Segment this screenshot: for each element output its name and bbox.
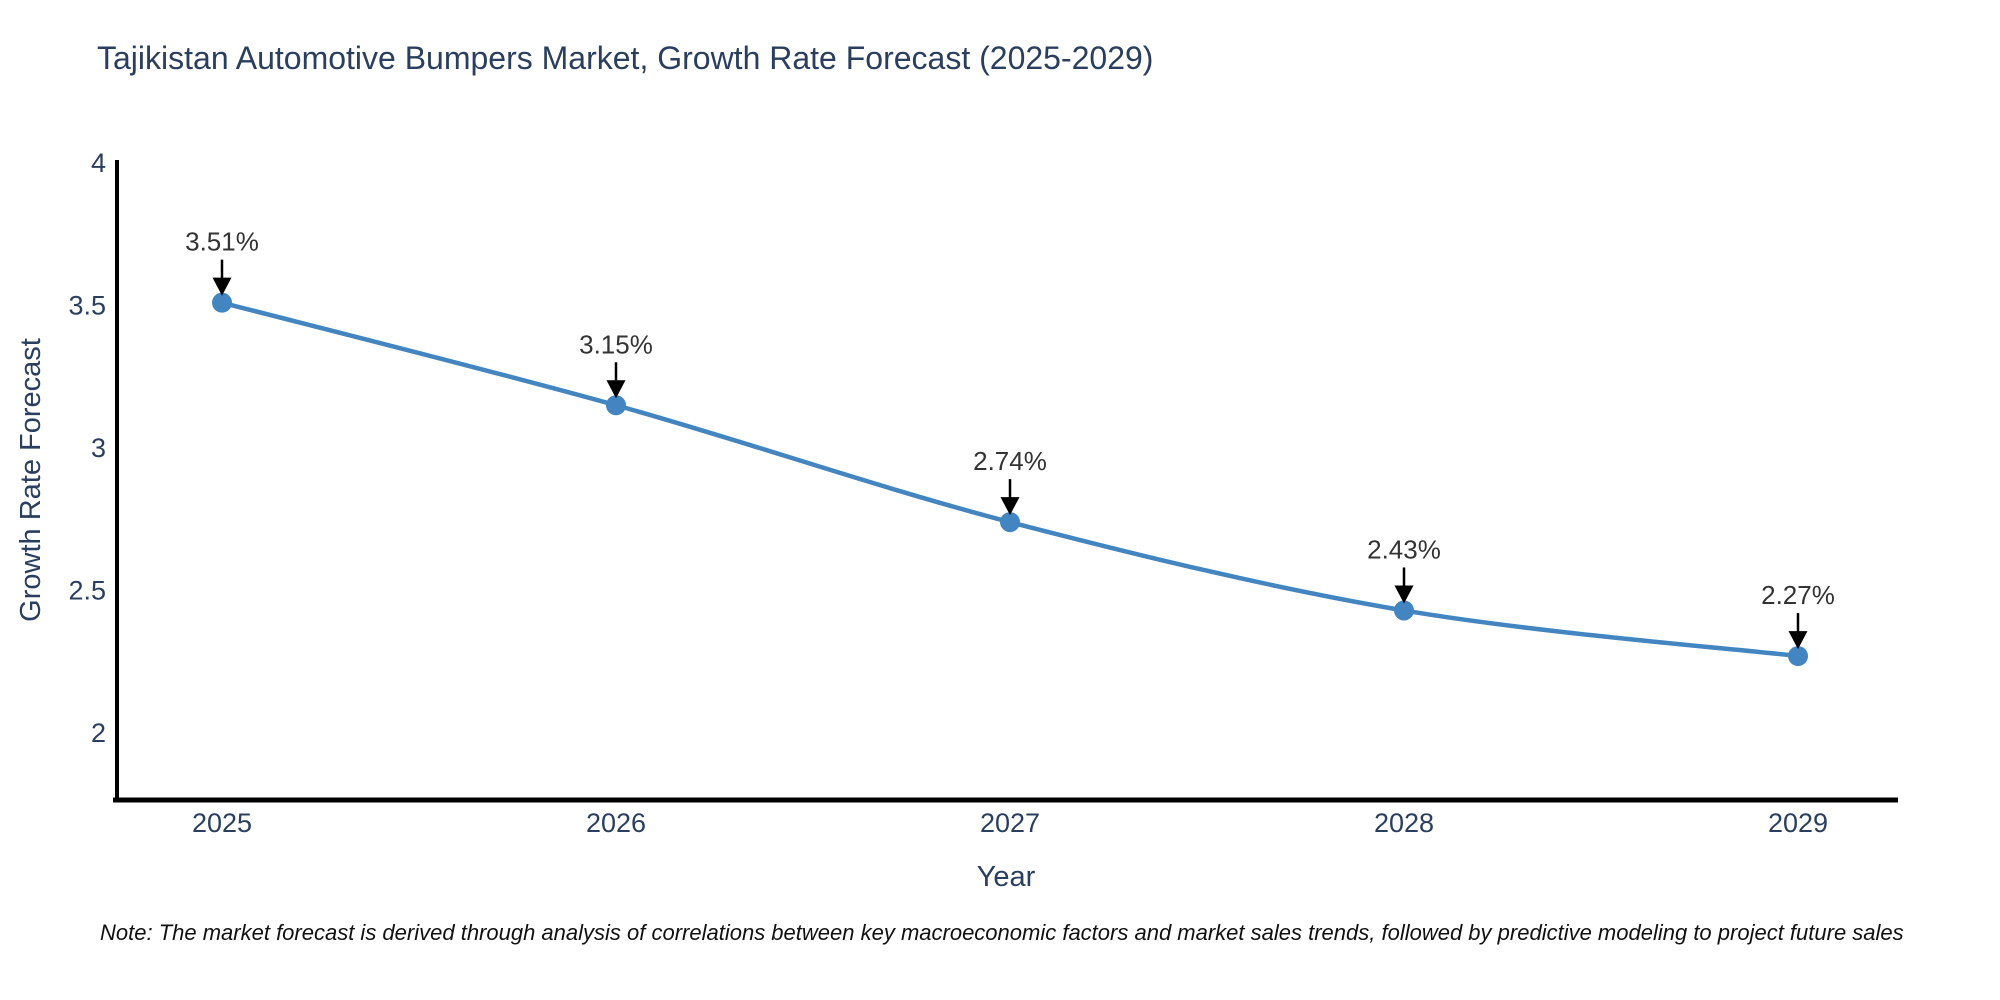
tick-labels-layer: 4 3.5 3 2.5 2 2025 2026 2027 2028 2029	[68, 148, 1828, 838]
footnote: Note: The market forecast is derived thr…	[100, 920, 1904, 945]
data-point-2026	[606, 395, 626, 416]
y-tick-label-4: 4	[91, 148, 106, 178]
data-point-2029	[1788, 646, 1808, 667]
y-tick-label-2.5: 2.5	[68, 576, 106, 606]
x-tick-label-2026: 2026	[586, 808, 646, 838]
data-point-2027	[1000, 512, 1020, 533]
point-annotations-layer: 3.51% 3.15% 2.74% 2.43% 2.27%	[185, 227, 1835, 650]
x-tick-label-2028: 2028	[1374, 808, 1434, 838]
value-label-2025: 3.51%	[185, 227, 259, 257]
y-tick-label-3.5: 3.5	[68, 290, 106, 320]
axes-layer	[113, 160, 1898, 803]
chart-title: Tajikistan Automotive Bumpers Market, Gr…	[97, 40, 1154, 76]
y-tick-label-3: 3	[91, 433, 106, 463]
series-growth-rate-line	[212, 292, 1808, 667]
value-label-2029: 2.27%	[1761, 580, 1835, 610]
annotation-arrowhead-icon	[212, 277, 232, 296]
y-tick-label-2: 2	[91, 718, 106, 748]
value-label-2026: 3.15%	[579, 329, 653, 359]
annotation-arrowhead-icon	[1788, 631, 1808, 650]
data-point-2025	[212, 292, 232, 313]
x-tick-label-2027: 2027	[980, 808, 1040, 838]
x-tick-label-2025: 2025	[192, 808, 252, 838]
data-point-2028	[1394, 600, 1414, 621]
value-label-2027: 2.74%	[973, 446, 1047, 476]
x-axis-title: Year	[977, 861, 1036, 893]
annotation-arrowhead-icon	[1000, 497, 1020, 516]
value-label-2028: 2.43%	[1367, 534, 1441, 564]
annotation-arrowhead-icon	[1394, 585, 1414, 604]
annotation-arrowhead-icon	[606, 380, 626, 399]
x-tick-label-2029: 2029	[1768, 808, 1828, 838]
y-axis-title: Growth Rate Forecast	[15, 338, 47, 622]
